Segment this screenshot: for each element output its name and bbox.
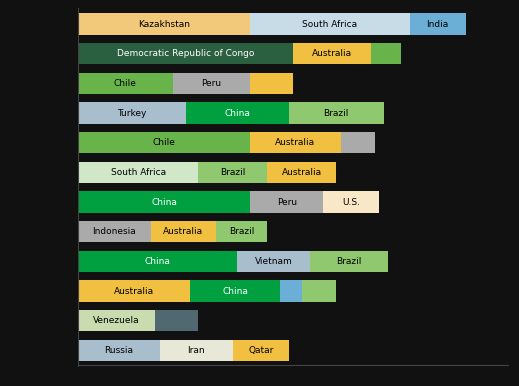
Bar bbox=[151, 221, 216, 242]
Bar bbox=[78, 102, 186, 124]
Bar bbox=[267, 162, 336, 183]
Text: Brazil: Brazil bbox=[229, 227, 254, 236]
Bar bbox=[78, 43, 293, 64]
Bar bbox=[173, 73, 250, 94]
Bar bbox=[186, 102, 289, 124]
Text: Australia: Australia bbox=[163, 227, 203, 236]
Bar bbox=[78, 221, 151, 242]
Text: Australia: Australia bbox=[312, 49, 352, 58]
Text: Venezuela: Venezuela bbox=[93, 316, 140, 325]
Text: China: China bbox=[145, 257, 170, 266]
Text: Brazil: Brazil bbox=[336, 257, 362, 266]
Text: Turkey: Turkey bbox=[117, 108, 146, 118]
Text: Kazakhstan: Kazakhstan bbox=[138, 20, 190, 29]
Bar bbox=[237, 251, 310, 272]
Bar bbox=[323, 191, 379, 213]
Bar bbox=[78, 14, 250, 35]
Bar bbox=[250, 14, 409, 35]
Bar bbox=[78, 310, 155, 332]
Bar bbox=[409, 14, 466, 35]
Bar bbox=[340, 132, 375, 153]
Bar bbox=[78, 191, 250, 213]
Text: Brazil: Brazil bbox=[220, 168, 245, 177]
Text: Peru: Peru bbox=[277, 198, 297, 207]
Bar bbox=[198, 162, 267, 183]
Bar bbox=[289, 102, 384, 124]
Text: U.S.: U.S. bbox=[343, 198, 360, 207]
Bar bbox=[78, 162, 198, 183]
Text: Peru: Peru bbox=[201, 79, 222, 88]
Bar bbox=[190, 280, 280, 302]
Text: China: China bbox=[222, 286, 248, 296]
Bar bbox=[78, 251, 237, 272]
Text: Chile: Chile bbox=[114, 79, 136, 88]
Bar bbox=[78, 340, 160, 361]
Bar bbox=[216, 221, 267, 242]
Bar bbox=[250, 191, 323, 213]
Text: Qatar: Qatar bbox=[248, 346, 274, 355]
Text: Brazil: Brazil bbox=[324, 108, 349, 118]
Bar bbox=[302, 280, 336, 302]
Text: Australia: Australia bbox=[282, 168, 322, 177]
Bar bbox=[233, 340, 289, 361]
Bar bbox=[155, 310, 198, 332]
Text: South Africa: South Africa bbox=[111, 168, 166, 177]
Text: Chile: Chile bbox=[153, 138, 175, 147]
Text: South Africa: South Africa bbox=[302, 20, 358, 29]
Text: Iran: Iran bbox=[187, 346, 205, 355]
Bar bbox=[371, 43, 401, 64]
Bar bbox=[160, 340, 233, 361]
Text: Vietnam: Vietnam bbox=[255, 257, 293, 266]
Text: Indonesia: Indonesia bbox=[92, 227, 136, 236]
Bar bbox=[310, 251, 388, 272]
Text: Australia: Australia bbox=[114, 286, 154, 296]
Text: Democratic Republic of Congo: Democratic Republic of Congo bbox=[117, 49, 254, 58]
Text: China: China bbox=[224, 108, 250, 118]
Text: Australia: Australia bbox=[275, 138, 316, 147]
Bar bbox=[78, 280, 190, 302]
Bar bbox=[293, 43, 371, 64]
Bar bbox=[250, 132, 340, 153]
Text: Russia: Russia bbox=[104, 346, 133, 355]
Bar bbox=[280, 280, 302, 302]
Bar bbox=[78, 132, 250, 153]
Bar bbox=[250, 73, 293, 94]
Text: India: India bbox=[427, 20, 448, 29]
Text: China: China bbox=[151, 198, 177, 207]
Bar bbox=[78, 73, 173, 94]
